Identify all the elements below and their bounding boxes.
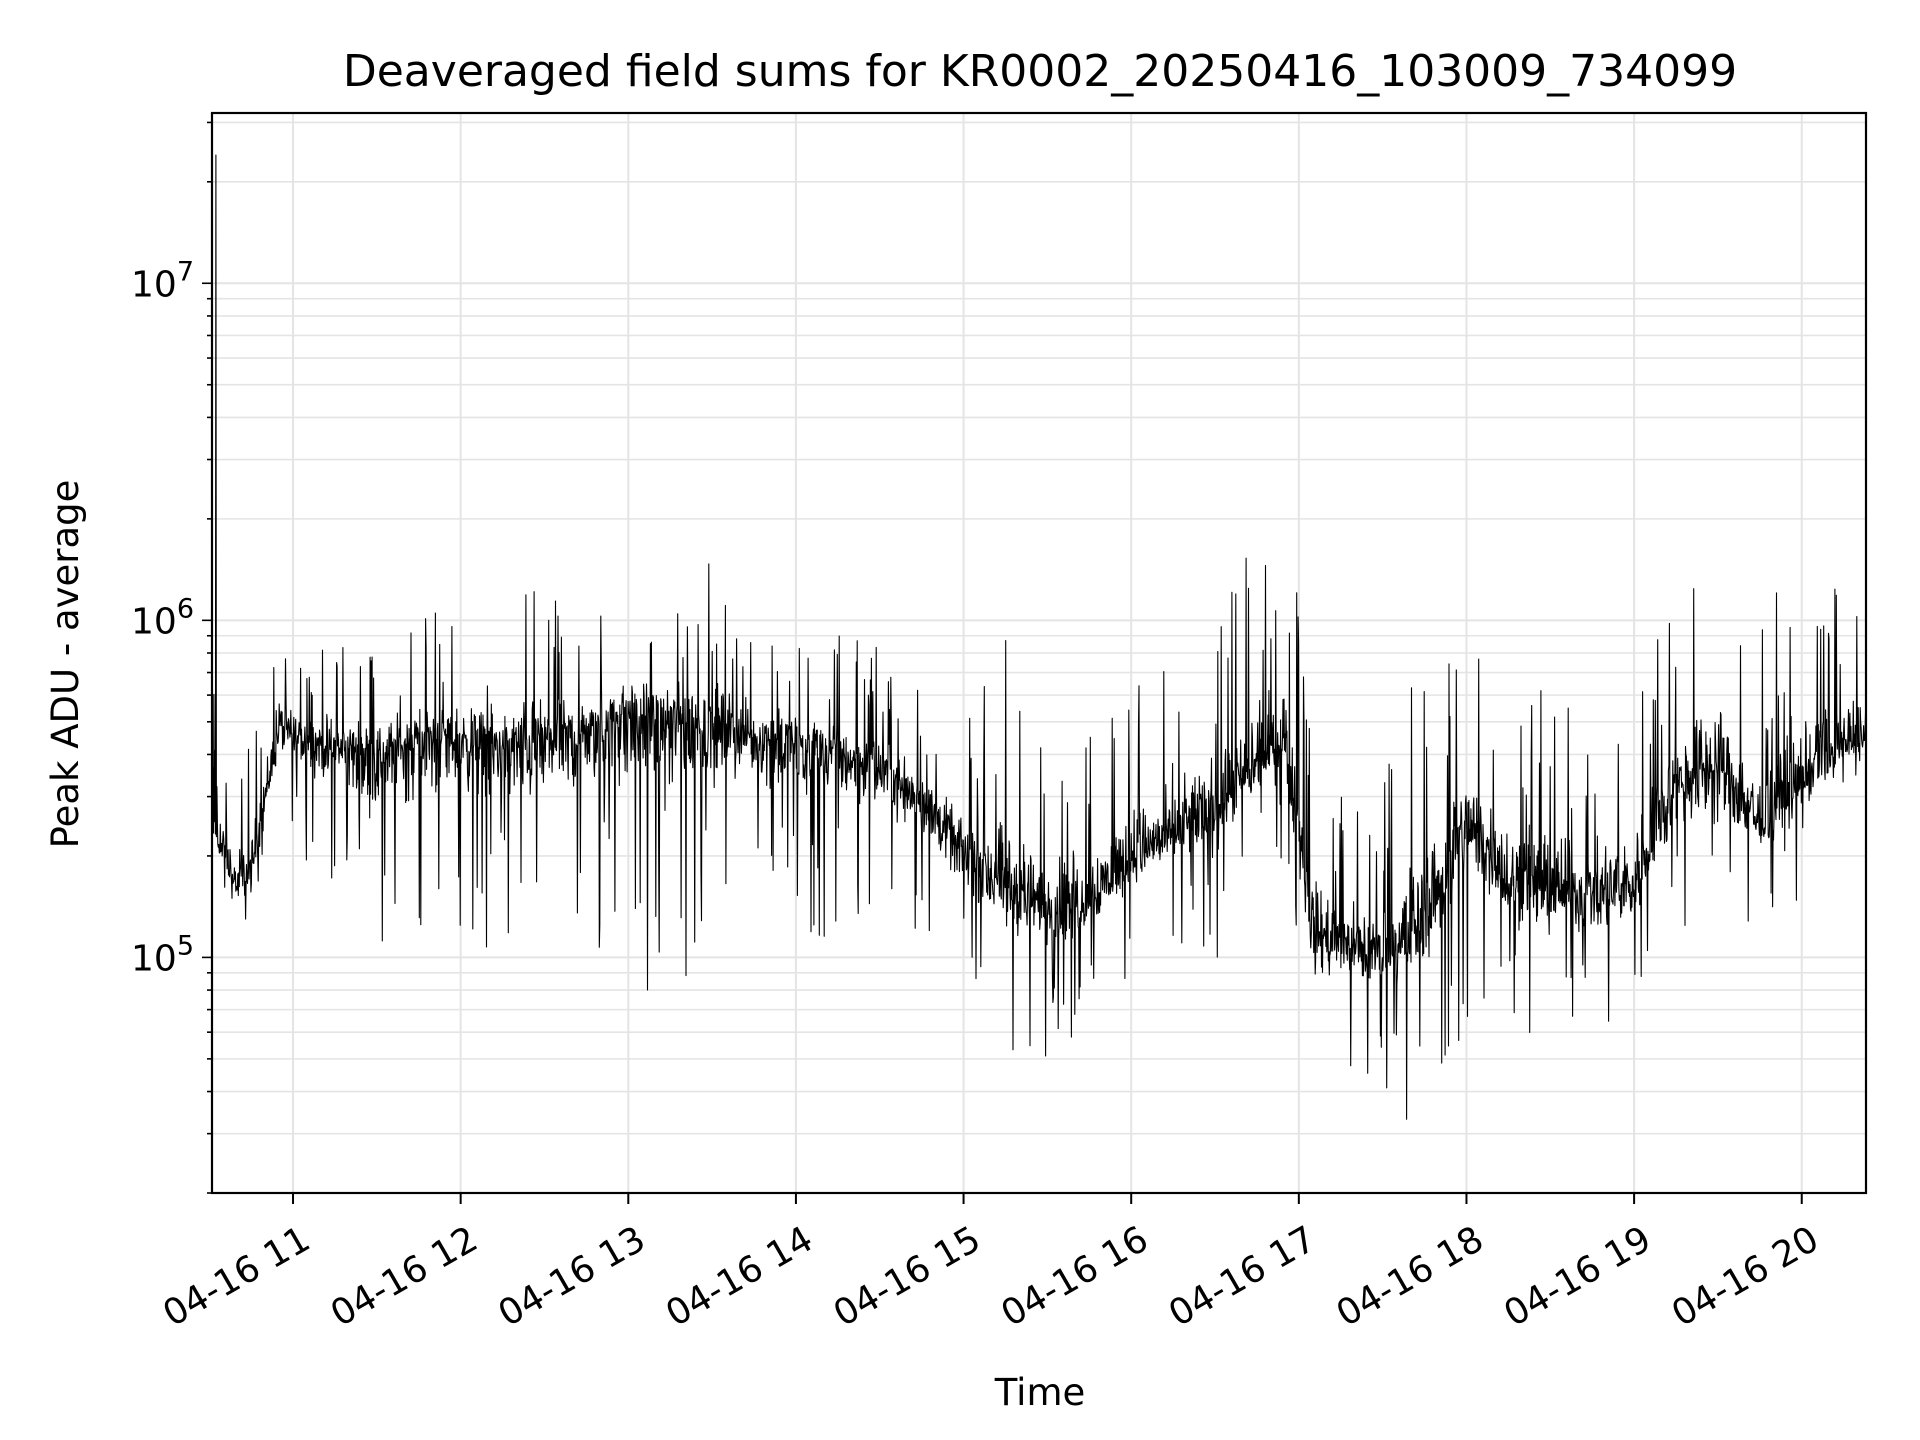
series-trace	[211, 154, 1867, 1120]
y-axis: 105 106 107	[131, 121, 212, 1194]
y-axis-label: Peak ADU - average	[44, 480, 87, 849]
x-tick-label: 04-16 19	[1497, 1219, 1658, 1335]
series-line	[211, 154, 1867, 1120]
x-tick-label: 04-16 14	[659, 1219, 820, 1335]
x-tick-label: 04-16 15	[827, 1219, 988, 1335]
y-tick-label: 105	[131, 930, 194, 979]
x-tick-label: 04-16 12	[324, 1219, 485, 1335]
x-axis: 04-16 11 04-16 12 04-16 13 04-16 14 04-16 15…	[156, 1193, 1826, 1335]
y-tick-label: 107	[131, 256, 194, 305]
grid	[212, 113, 1866, 1194]
x-tick-label: 04-16 16	[995, 1219, 1156, 1335]
x-tick-label: 04-16 13	[492, 1219, 653, 1335]
chart-title: Deaveraged field sums for KR0002_2025041…	[343, 46, 1737, 97]
x-tick-label: 04-16 17	[1162, 1219, 1323, 1335]
x-tick-label: 04-16 11	[156, 1219, 317, 1335]
x-axis-label: Time	[994, 1371, 1086, 1414]
y-tick-label: 106	[131, 593, 194, 642]
x-tick-label: 04-16 18	[1330, 1219, 1491, 1335]
x-tick-label: 04-16 20	[1665, 1219, 1826, 1335]
